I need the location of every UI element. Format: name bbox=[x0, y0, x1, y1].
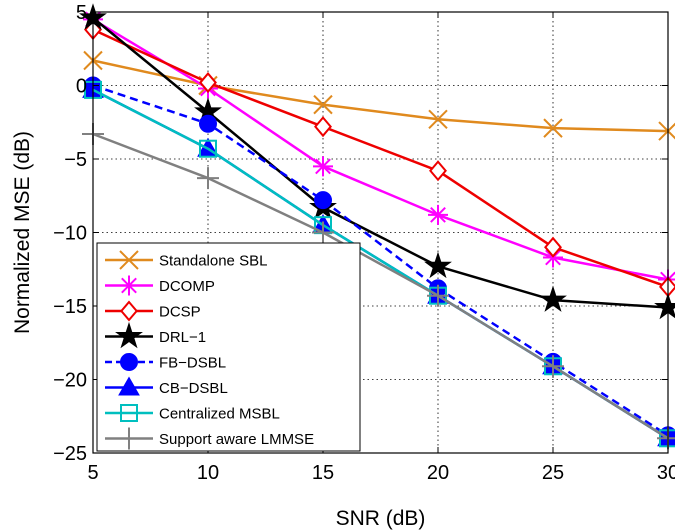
x-axis-label: SNR (dB) bbox=[336, 507, 426, 530]
data-point bbox=[428, 109, 448, 130]
legend-marker bbox=[119, 250, 139, 270]
series-0 bbox=[83, 50, 675, 141]
series-group bbox=[79, 3, 675, 450]
data-point bbox=[199, 114, 217, 133]
legend-marker bbox=[119, 275, 139, 296]
legend-label: DCSP bbox=[159, 304, 201, 321]
y-axis-label: Normalized MSE (dB) bbox=[11, 131, 34, 334]
legend-entry: Centralized MSBL bbox=[105, 404, 280, 423]
legend-entry: DCSP bbox=[105, 300, 201, 322]
legend-entry: Support aware LMMSE bbox=[105, 427, 314, 450]
y-tick-label: −5 bbox=[64, 149, 87, 171]
data-point bbox=[312, 221, 334, 244]
legend-marker bbox=[118, 376, 140, 396]
data-point bbox=[313, 94, 333, 115]
data-point bbox=[199, 139, 217, 158]
data-point bbox=[542, 355, 564, 378]
legend-label: Standalone SBL bbox=[159, 253, 267, 270]
data-point bbox=[429, 160, 447, 182]
legend-label: CB−DSBL bbox=[159, 380, 228, 397]
legend-marker bbox=[120, 353, 138, 371]
legend: Standalone SBL DCOMP DCSP DRL−1 FB−DSBL CB−DS… bbox=[96, 242, 361, 452]
legend-label: DRL−1 bbox=[159, 329, 206, 346]
y-tick-label: −15 bbox=[53, 296, 87, 318]
legend-marker bbox=[115, 321, 143, 349]
y-tick-label: −25 bbox=[53, 443, 87, 465]
data-point bbox=[197, 167, 219, 190]
data-point bbox=[543, 118, 563, 138]
series-3 bbox=[79, 3, 675, 320]
x-tick-label: 30 bbox=[657, 462, 675, 484]
data-point bbox=[427, 284, 449, 307]
data-point bbox=[314, 191, 332, 210]
data-point bbox=[314, 116, 332, 138]
legend-entry: CB−DSBL bbox=[105, 376, 228, 397]
series-line bbox=[92, 16, 669, 309]
series-line bbox=[92, 28, 669, 289]
legend-label: Centralized MSBL bbox=[159, 406, 280, 423]
axis-ticks: 5 10 15 20 25 30 5 0 −5 −10 −15 −20 −25 bbox=[53, 2, 675, 484]
data-point bbox=[313, 156, 333, 177]
data-point bbox=[424, 251, 452, 279]
x-tick-label: 5 bbox=[87, 462, 98, 484]
legend-label: FB−DSBL bbox=[159, 355, 226, 372]
legend-entry: DCOMP bbox=[105, 275, 215, 296]
series-line bbox=[92, 132, 669, 440]
legend-entry: Standalone SBL bbox=[105, 250, 267, 270]
data-point bbox=[539, 285, 567, 312]
series-line bbox=[92, 84, 669, 437]
y-tick-label: −20 bbox=[53, 370, 87, 392]
legend-marker bbox=[120, 300, 138, 322]
x-tick-label: 25 bbox=[542, 462, 564, 484]
y-tick-label: 5 bbox=[76, 2, 87, 24]
y-tick-label: 0 bbox=[76, 76, 87, 98]
y-tick-label: −10 bbox=[53, 223, 87, 245]
data-point bbox=[199, 72, 217, 94]
x-tick-label: 10 bbox=[197, 462, 219, 484]
legend-box bbox=[96, 242, 361, 452]
data-point bbox=[428, 204, 448, 225]
series-line bbox=[92, 59, 669, 133]
legend-marker bbox=[118, 427, 140, 450]
x-tick-label: 15 bbox=[312, 462, 334, 484]
legend-marker bbox=[120, 404, 138, 422]
series-line bbox=[92, 18, 669, 281]
data-point bbox=[544, 236, 562, 258]
legend-label: Support aware LMMSE bbox=[159, 431, 314, 448]
legend-entry: DRL−1 bbox=[105, 321, 206, 349]
legend-label: DCOMP bbox=[159, 278, 215, 295]
legend-entry: FB−DSBL bbox=[105, 353, 226, 372]
x-tick-label: 20 bbox=[427, 462, 449, 484]
